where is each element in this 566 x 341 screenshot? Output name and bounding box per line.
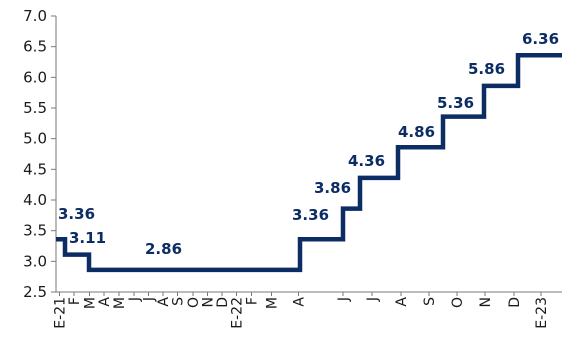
x-tick-label: J <box>127 297 143 302</box>
x-tick-label: S <box>171 297 187 306</box>
data-label: 5.86 <box>468 60 505 78</box>
x-tick-label: J <box>365 297 381 302</box>
x-tick-label: O <box>186 297 202 308</box>
x-tick-label: F <box>245 297 261 305</box>
axes <box>55 16 562 293</box>
x-tick-label: E-21 <box>53 297 69 329</box>
data-label: 5.36 <box>437 94 474 112</box>
x-tick-label: E-23 <box>534 297 550 329</box>
x-tick-label: A <box>292 297 308 307</box>
y-tick-label: 5.5 <box>23 99 47 117</box>
y-tick-label: 4.0 <box>23 191 47 209</box>
y-tick-label: 7.0 <box>23 7 47 25</box>
x-tick-label: M <box>112 297 128 309</box>
data-labels: 3.36 3.11 2.86 3.36 3.86 4.36 4.865.36 5.86 6.36 <box>58 30 559 258</box>
x-tick-label: F <box>67 297 83 305</box>
x-tick-label: J <box>142 297 158 302</box>
x-tick-label: J <box>336 297 352 302</box>
y-tick-label: 3.0 <box>23 252 47 270</box>
x-tick-label: D <box>215 297 231 308</box>
x-tick-label: M <box>83 297 99 309</box>
x-tick-label: A <box>156 297 172 307</box>
y-tick-label: 6.0 <box>23 68 47 86</box>
x-tick-label: M <box>265 297 281 309</box>
y-axis-ticks: 7.0 6.5 6.0 5.5 5.0 4.5 4.0 3.5 3.0 2.5 <box>23 7 56 301</box>
y-tick-label: 2.5 <box>23 283 47 301</box>
x-tick-label: S <box>422 297 438 306</box>
data-label: 3.11 <box>69 229 106 247</box>
x-tick-label: E-22 <box>230 297 246 329</box>
data-label: 6.36 <box>522 30 559 48</box>
data-label: 3.86 <box>314 179 351 197</box>
x-tick-label: A <box>97 297 113 307</box>
data-label: 3.36 <box>58 205 95 223</box>
x-tick-label: N <box>478 297 494 307</box>
data-label: 2.86 <box>145 240 182 258</box>
series-line <box>56 53 562 273</box>
data-label: 4.86 <box>398 123 435 141</box>
data-label: 4.36 <box>348 152 385 170</box>
x-tick-label: A <box>394 297 410 307</box>
x-tick-label: N <box>201 297 217 307</box>
x-tick-label: O <box>450 297 466 308</box>
y-tick-label: 3.5 <box>23 222 47 240</box>
y-tick-label: 6.5 <box>23 38 47 56</box>
data-label: 3.36 <box>292 206 329 224</box>
x-tick-label: D <box>507 297 523 308</box>
y-tick-label: 4.5 <box>23 160 47 178</box>
y-tick-label: 5.0 <box>23 130 47 148</box>
